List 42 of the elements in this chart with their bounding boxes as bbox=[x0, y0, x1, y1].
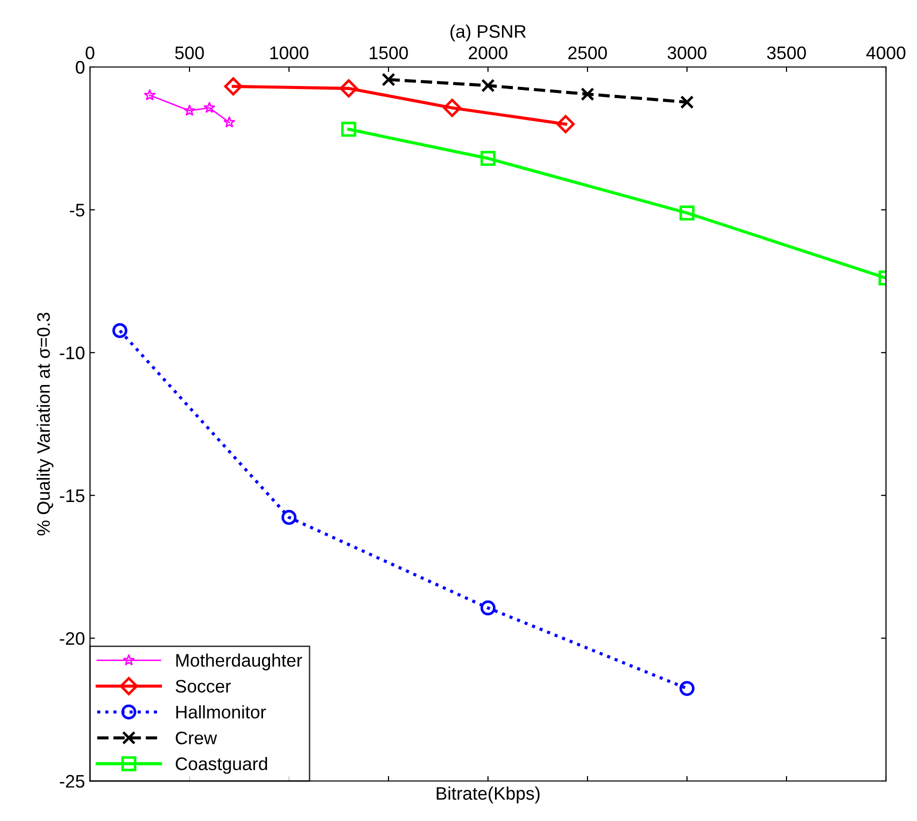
point bbox=[556, 115, 575, 134]
point bbox=[480, 600, 496, 616]
x-tick-label: 1500 bbox=[370, 46, 408, 60]
x-tick-label: 0 bbox=[86, 46, 94, 60]
legend-label: Coastguard bbox=[176, 756, 268, 774]
chart-title: (a) PSNR bbox=[450, 24, 526, 42]
point bbox=[203, 102, 216, 114]
point bbox=[580, 87, 594, 101]
point bbox=[112, 323, 128, 338]
y-tick-label: -10 bbox=[60, 346, 84, 360]
legend-label: Soccer bbox=[176, 680, 231, 693]
x-tick-label: 3500 bbox=[767, 46, 806, 60]
point bbox=[680, 95, 694, 109]
point bbox=[144, 89, 156, 100]
legend-label: Crew bbox=[176, 732, 218, 744]
y-axis-title: % Quality Variation at σ=0.3 bbox=[36, 312, 54, 536]
point bbox=[282, 510, 296, 525]
point bbox=[481, 78, 495, 92]
point bbox=[341, 122, 356, 137]
x-tick-label: 1000 bbox=[270, 46, 308, 60]
point bbox=[224, 77, 242, 96]
point bbox=[184, 104, 196, 116]
x-tick-label: 500 bbox=[175, 46, 204, 60]
point bbox=[443, 98, 462, 117]
x-tick-label: 2500 bbox=[568, 46, 607, 60]
point bbox=[382, 72, 396, 86]
x-axis-title: Bitrate(Kbps) bbox=[436, 786, 540, 804]
x-tick-label: 3000 bbox=[668, 46, 706, 60]
legend-label: Motherdaughter bbox=[176, 654, 302, 670]
point bbox=[480, 150, 496, 166]
point bbox=[680, 205, 694, 220]
y-tick-label: -20 bbox=[60, 632, 84, 645]
x-tick-label: 2000 bbox=[468, 46, 508, 60]
y-tick-label: 0 bbox=[76, 60, 84, 74]
y-tick-label: -25 bbox=[60, 774, 84, 788]
point bbox=[340, 79, 358, 98]
x-tick-label: 4000 bbox=[866, 46, 906, 60]
point bbox=[223, 116, 236, 128]
legend-label: Hallmonitor bbox=[176, 705, 266, 718]
point bbox=[680, 680, 694, 696]
y-tick-label: -15 bbox=[60, 490, 84, 502]
y-tick-label: -5 bbox=[70, 204, 84, 217]
